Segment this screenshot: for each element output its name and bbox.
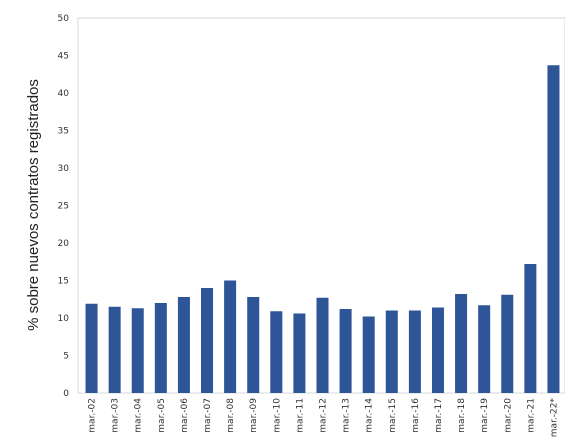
bar bbox=[362, 316, 375, 393]
y-tick-label: 35 bbox=[58, 127, 69, 137]
x-tick-label: mar.-06 bbox=[180, 398, 190, 433]
bar bbox=[154, 303, 167, 393]
y-tick-label: 50 bbox=[58, 14, 70, 24]
y-tick-label: 0 bbox=[63, 389, 69, 399]
x-tick-label: mar.-17 bbox=[434, 398, 444, 433]
x-tick-label: mar.-15 bbox=[388, 398, 398, 433]
x-tick-label: mar.-13 bbox=[342, 398, 352, 433]
x-tick-label: mar.-20 bbox=[503, 398, 513, 433]
x-tick-label: mar.-09 bbox=[249, 398, 259, 433]
bar bbox=[247, 297, 260, 393]
x-tick-label: mar.-22* bbox=[549, 398, 559, 438]
bar bbox=[408, 310, 421, 393]
x-tick-label: mar.-16 bbox=[411, 398, 421, 433]
bar bbox=[201, 288, 214, 393]
bar bbox=[316, 297, 329, 393]
y-tick-label: 5 bbox=[63, 352, 69, 362]
bar bbox=[385, 310, 398, 393]
bar bbox=[224, 280, 237, 393]
bar bbox=[293, 313, 306, 393]
x-tick-label: mar.-19 bbox=[480, 398, 490, 433]
bar bbox=[131, 308, 144, 393]
x-axis-ticks: mar.-02 mar.-03 mar.-04 mar.-05 mar.-06 mar.-… bbox=[88, 398, 560, 438]
y-axis-ticks: 0 5 10 15 20 25 30 35 40 45 50 bbox=[58, 14, 70, 399]
x-tick-label: mar.-12 bbox=[319, 398, 329, 433]
bar bbox=[501, 294, 514, 393]
x-tick-label: mar.-18 bbox=[457, 398, 467, 433]
x-tick-label: mar.-02 bbox=[88, 398, 98, 433]
y-tick-label: 25 bbox=[58, 202, 69, 212]
bar bbox=[478, 305, 491, 393]
bar bbox=[85, 303, 98, 393]
bar bbox=[431, 307, 444, 393]
bar bbox=[524, 264, 537, 393]
x-tick-label: mar.-04 bbox=[134, 398, 144, 433]
y-tick-label: 20 bbox=[58, 239, 70, 249]
x-tick-label: mar.-03 bbox=[111, 398, 121, 433]
bar bbox=[339, 309, 352, 393]
y-tick-label: 10 bbox=[58, 314, 70, 324]
x-tick-label: mar.-05 bbox=[157, 398, 167, 433]
y-axis-label: % sobre nuevos contratos registrados bbox=[25, 79, 42, 331]
x-tick-label: mar.-10 bbox=[272, 398, 282, 433]
y-tick-label: 45 bbox=[58, 52, 69, 62]
bar bbox=[108, 306, 121, 393]
y-tick-label: 40 bbox=[58, 89, 70, 99]
bar bbox=[177, 297, 190, 393]
x-tick-label: mar.-07 bbox=[203, 398, 213, 433]
bar bbox=[270, 311, 283, 393]
x-tick-label: mar.-21 bbox=[526, 398, 536, 433]
bar bbox=[455, 294, 468, 393]
bar bbox=[547, 65, 560, 393]
bars bbox=[85, 65, 560, 393]
y-tick-label: 15 bbox=[58, 277, 69, 287]
x-tick-label: mar.-11 bbox=[295, 398, 305, 433]
x-tick-label: mar.-14 bbox=[365, 398, 375, 433]
y-tick-label: 30 bbox=[58, 164, 70, 174]
x-tick-label: mar.-08 bbox=[226, 398, 236, 433]
